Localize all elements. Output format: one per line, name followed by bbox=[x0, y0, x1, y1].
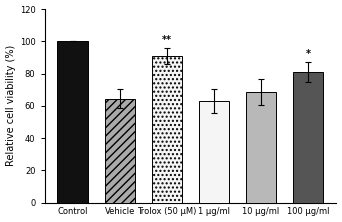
Bar bbox=[293, 72, 324, 203]
Y-axis label: Relative cell viability (%): Relative cell viability (%) bbox=[5, 45, 15, 166]
Text: **: ** bbox=[162, 35, 172, 45]
Bar bbox=[152, 56, 182, 203]
Bar bbox=[199, 101, 229, 203]
Bar bbox=[105, 99, 135, 203]
Bar bbox=[57, 41, 88, 203]
Text: *: * bbox=[306, 49, 311, 59]
Bar bbox=[246, 92, 276, 203]
